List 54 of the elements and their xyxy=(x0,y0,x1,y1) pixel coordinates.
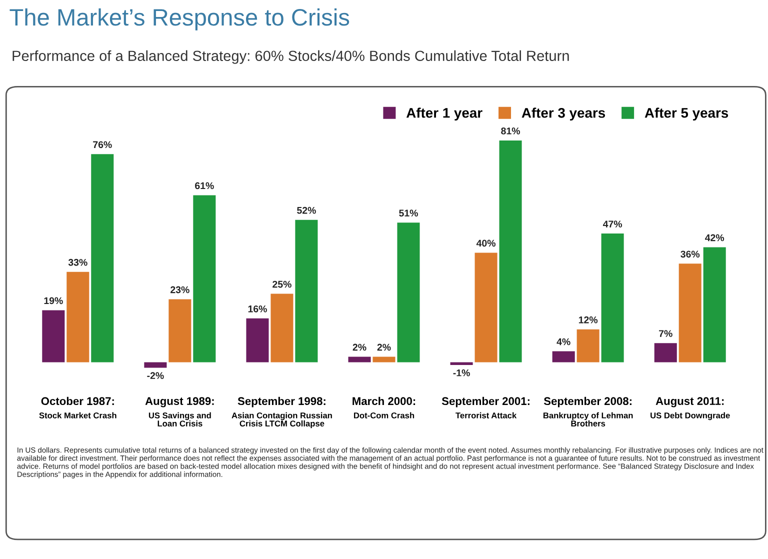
data-label: 52% xyxy=(297,206,316,214)
x-tick-label: March 2000: Dot-Com Crash xyxy=(352,396,416,418)
bar xyxy=(348,356,371,362)
data-label: 33% xyxy=(68,258,88,266)
x-tick-label: October 1987: Stock Market Crash xyxy=(39,396,116,418)
x-tick-label: September 2001: Terrorist Attack xyxy=(442,396,530,418)
data-label: 19% xyxy=(44,297,63,304)
chart-subtitle: Performance of a Balanced Strategy: 60% Stocks/40% Bonds Cumulative Total Return xyxy=(12,50,569,64)
bar xyxy=(372,356,396,362)
x-tick-label: August 2011: US Debt Downgrade xyxy=(650,397,730,420)
data-label: -1% xyxy=(453,369,470,376)
data-label: -2% xyxy=(147,372,164,379)
bar xyxy=(450,362,473,365)
data-label: 42% xyxy=(705,234,724,242)
bar xyxy=(66,272,90,362)
data-label: 12% xyxy=(578,316,598,324)
bar xyxy=(246,318,269,362)
data-label: 7% xyxy=(659,330,672,337)
bar xyxy=(168,299,192,362)
bar xyxy=(654,343,677,362)
data-label: 61% xyxy=(195,182,214,190)
data-label: 25% xyxy=(272,280,292,288)
bar xyxy=(270,294,294,362)
bar xyxy=(91,154,114,362)
data-label: 4% xyxy=(556,338,570,346)
bar xyxy=(42,310,65,362)
bar xyxy=(295,220,318,362)
data-label: 81% xyxy=(501,128,520,134)
legend-label: After 3 years xyxy=(522,108,606,121)
x-tick-label: September 1998: Asian Contagion Russian Crisis LTCM Collapse xyxy=(232,396,332,428)
data-label: 16% xyxy=(248,305,267,312)
bar xyxy=(703,247,726,362)
legend-label: After 1 year xyxy=(406,108,482,121)
bar xyxy=(499,140,522,362)
data-label: 51% xyxy=(399,210,418,217)
data-label: 36% xyxy=(680,250,700,258)
legend-label: After 5 years xyxy=(644,108,728,121)
data-label: 2% xyxy=(377,344,391,351)
data-label: 40% xyxy=(476,240,496,247)
data-label: 76% xyxy=(93,141,112,148)
bar xyxy=(552,351,575,362)
chart-title: The Market’s Response to Crisis xyxy=(10,8,350,30)
bar xyxy=(678,264,702,362)
bar xyxy=(474,252,498,362)
bar xyxy=(601,234,624,362)
x-tick-label: September 2008: Bankruptcy of Lehman Brothers xyxy=(543,396,633,426)
bar xyxy=(144,362,167,368)
x-tick-label: August 1989: US Savings and Loan Crisis xyxy=(145,397,214,426)
data-label: 23% xyxy=(170,286,190,294)
bar xyxy=(576,329,600,362)
bar xyxy=(193,195,216,362)
data-label: 47% xyxy=(602,220,622,228)
data-label: 2% xyxy=(352,344,366,351)
bar xyxy=(397,222,420,362)
